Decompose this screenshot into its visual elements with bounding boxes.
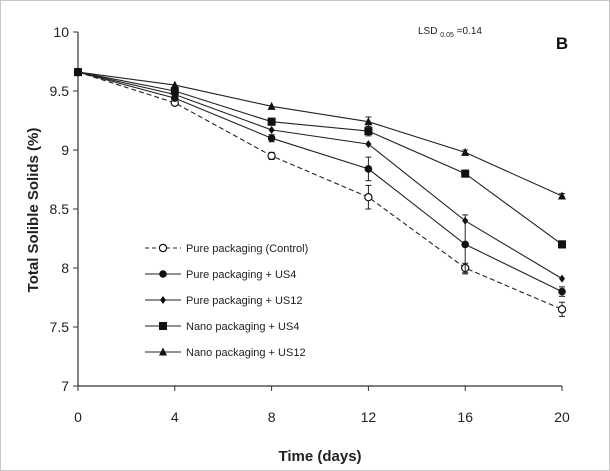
legend-item: Pure packaging + US4 <box>145 269 296 281</box>
data-point <box>160 296 166 304</box>
y-tick-label: 7 <box>61 378 69 394</box>
legend: Pure packaging (Control) Pure packaging +… <box>145 243 308 359</box>
series <box>73 67 567 317</box>
data-point <box>364 192 373 202</box>
data-point <box>158 243 168 253</box>
x-tick-label: 4 <box>171 409 179 425</box>
chart-axes <box>77 32 562 387</box>
legend-item: Nano packaging + US12 <box>145 347 306 359</box>
data-point <box>364 165 373 173</box>
y-axis-title: Total Solible Solids (%) <box>25 128 42 293</box>
series-line <box>77 71 563 310</box>
series <box>74 68 566 297</box>
series-line <box>77 71 563 197</box>
data-point <box>170 87 179 95</box>
legend-label: Nano packaging + US12 <box>186 347 306 359</box>
data-point <box>364 127 373 136</box>
legend-label: Pure packaging (Control) <box>186 243 308 255</box>
series <box>74 67 566 200</box>
data-point <box>267 151 276 161</box>
data-point <box>159 322 167 330</box>
series <box>75 68 565 283</box>
y-tick-label: 8.5 <box>50 201 70 217</box>
data-point <box>364 117 373 126</box>
data-point <box>159 347 167 356</box>
legend-item: Pure packaging (Control) <box>145 243 308 255</box>
data-point <box>267 117 276 126</box>
data-point <box>558 240 566 249</box>
data-point <box>159 270 167 278</box>
series-group <box>73 67 567 317</box>
x-tick-label: 0 <box>74 409 82 425</box>
x-tick-label: 16 <box>457 409 473 425</box>
data-point <box>461 169 470 178</box>
lsd-annotation: LSD 0.05 =0.14 <box>418 26 482 40</box>
y-tick-label: 8 <box>61 260 69 276</box>
data-point <box>268 125 275 134</box>
y-tick-label: 9 <box>61 142 69 158</box>
y-axis-ticks: 7 7.5 8 8.5 9 9.5 10 <box>50 24 78 394</box>
data-point <box>74 67 82 76</box>
legend-label: Nano packaging + US4 <box>186 321 299 333</box>
series-line <box>77 71 563 245</box>
y-tick-label: 10 <box>53 24 69 40</box>
lsd-subscript: 0.05 <box>440 32 454 39</box>
x-tick-label: 8 <box>268 409 276 425</box>
data-point <box>267 134 276 142</box>
legend-label: Pure packaging + US12 <box>186 295 303 307</box>
data-point <box>462 216 469 225</box>
x-tick-label: 20 <box>554 409 570 425</box>
panel-label: B <box>556 34 568 53</box>
x-tick-label: 12 <box>361 409 377 425</box>
data-point <box>267 101 276 110</box>
y-tick-label: 9.5 <box>50 83 70 99</box>
data-point <box>461 147 470 156</box>
data-point <box>558 287 566 296</box>
data-point <box>170 80 179 89</box>
legend-label: Pure packaging + US4 <box>186 269 296 281</box>
data-point <box>365 140 372 149</box>
lsd-value: =0.14 <box>457 26 483 37</box>
data-point <box>557 305 567 314</box>
data-point <box>558 191 566 200</box>
lsd-main: LSD <box>418 26 437 37</box>
x-axis-ticks: 0 4 8 12 16 20 <box>74 386 570 425</box>
data-point <box>461 240 470 249</box>
legend-item: Pure packaging + US12 <box>145 295 303 307</box>
series-line <box>77 71 563 280</box>
y-tick-label: 7.5 <box>50 319 70 335</box>
data-point <box>559 274 565 283</box>
x-axis-title: Time (days) <box>278 448 361 465</box>
series <box>74 68 566 249</box>
legend-item: Nano packaging + US4 <box>145 321 299 333</box>
series-line <box>77 71 563 293</box>
